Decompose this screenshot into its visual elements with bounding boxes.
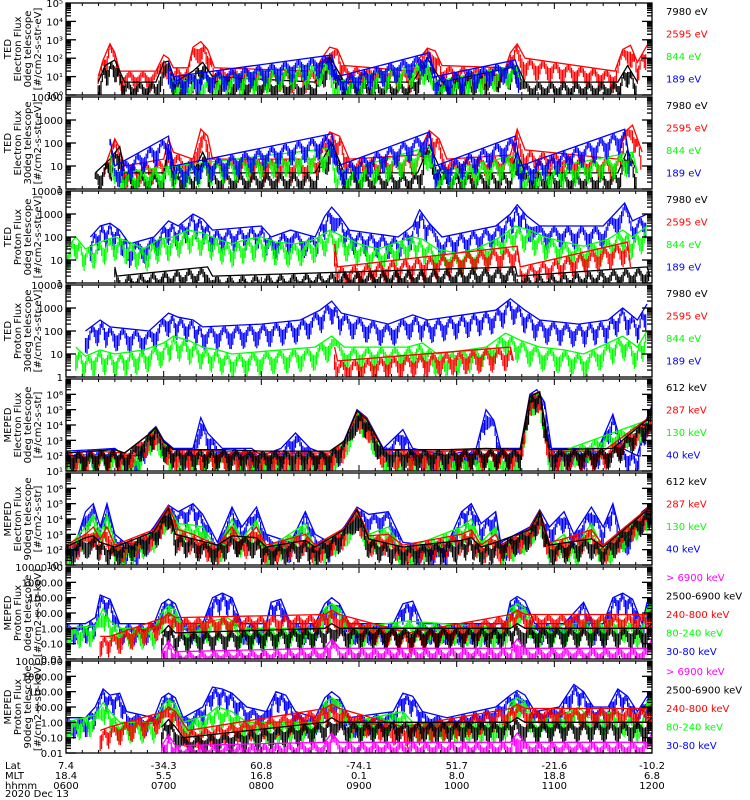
y-tick-label: 1000	[38, 116, 63, 127]
series-2595-ev	[333, 241, 632, 283]
legend-entry: 2595 eV	[666, 218, 708, 229]
series-line	[97, 55, 638, 84]
y-tick-label: 1000	[38, 210, 63, 221]
y-tick-label: 1	[57, 279, 63, 290]
legend-entry: 2595 eV	[666, 30, 708, 41]
series-189-ev	[167, 51, 521, 95]
series-line	[167, 51, 521, 78]
y-axis-label-line: [#/cm2-s-str-eV]	[33, 196, 44, 279]
series-line	[65, 225, 648, 254]
series-line	[333, 241, 632, 268]
series-line	[109, 128, 632, 168]
y-tick-label: 10⁵	[46, 0, 63, 10]
y-axis-label: TED Proton Flux 0deg telescope [#/cm2-s-str…	[3, 196, 44, 279]
y-tick-label: 100	[44, 139, 63, 150]
series-189-ev	[109, 128, 632, 189]
y-tick-label: 1	[57, 185, 63, 196]
y-tick-label: 10000	[31, 93, 63, 104]
legend: 7980 eV 2595 eV 844 eV 189 eV	[666, 101, 708, 180]
legend: 7980 eV 2595 eV 844 eV 189 eV	[666, 7, 708, 86]
series-189-ev	[89, 201, 648, 268]
legend-entry: 189 eV	[666, 75, 701, 86]
y-axis-label-line: TED	[3, 227, 14, 248]
series-7980-ev	[114, 266, 651, 283]
y-axis-label-line: [#/cm2-s-str-eV]	[33, 102, 44, 185]
series-line	[85, 297, 648, 332]
y-axis-label-line: Electron Flux	[13, 16, 24, 81]
legend-entry: 189 eV	[666, 263, 701, 274]
y-axis-label-line: Electron Flux	[13, 110, 24, 175]
y-tick-label: 10¹	[46, 73, 63, 84]
legend-entry: 189 eV	[666, 169, 701, 180]
y-axis-label: TED Electron Flux 0deg telescope [#/cm2-s-s…	[3, 8, 44, 91]
y-tick-label: 10⁰	[46, 91, 63, 102]
legend-entry: 7980 eV	[666, 195, 708, 206]
y-axis-label-line: 30deg telescope	[23, 101, 34, 184]
series-line	[104, 123, 643, 167]
y-axis-label-line: TED	[3, 39, 14, 60]
y-tick-label: 10⁴	[46, 17, 63, 28]
y-axis-label: TED Electron Flux 30deg telescope [#/cm2-s-…	[3, 101, 44, 184]
y-tick-label: 10	[50, 162, 63, 173]
y-axis-label-line: [#/cm2-s-str-eV]	[33, 8, 44, 91]
legend-entry: 7980 eV	[666, 101, 708, 112]
y-tick-label: 10³	[46, 36, 63, 47]
y-axis-label-line: TED	[3, 133, 14, 154]
legend-entry: 844 eV	[666, 52, 701, 63]
legend: 7980 eV 2595 eV 844 eV 189 eV	[666, 195, 708, 274]
legend-entry: 2595 eV	[666, 124, 708, 135]
y-tick-label: 10	[50, 256, 63, 267]
series-line	[114, 266, 651, 277]
y-axis-label-line: 0deg telescope	[23, 199, 34, 276]
series-189-ev	[84, 297, 648, 355]
legend-entry: 844 eV	[666, 146, 701, 157]
y-tick-label: 100	[44, 233, 63, 244]
series-844-ev	[75, 330, 648, 377]
y-tick-label: 10000	[31, 187, 63, 198]
y-axis-label-line: Proton Flux	[13, 209, 24, 265]
y-tick-label: 10²	[46, 54, 63, 65]
series-line	[97, 40, 648, 77]
y-axis-label-line: 0deg telescope	[23, 11, 34, 88]
legend-entry: 844 eV	[666, 240, 701, 251]
legend-entry: 7980 eV	[666, 7, 708, 18]
series-line	[89, 201, 648, 245]
